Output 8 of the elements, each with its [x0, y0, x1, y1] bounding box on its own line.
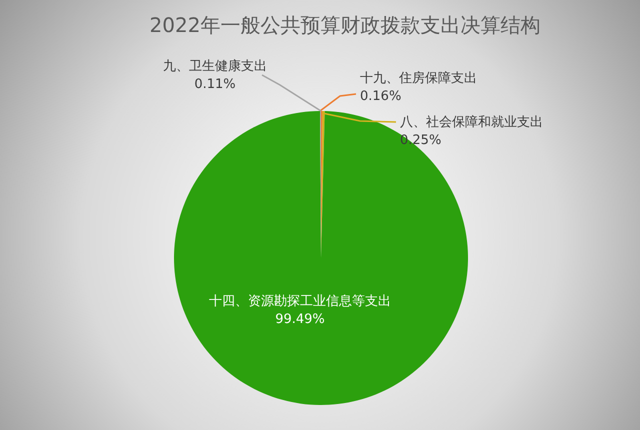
data-label: 0.16%: [360, 89, 402, 104]
slice-label: 十四、资源勘探工业信息等支出: [209, 294, 391, 309]
data-label: 99.49%: [275, 312, 325, 327]
data-label: 0.11%: [194, 77, 236, 92]
slice-label: 八、社会保障和就业支出: [400, 115, 543, 130]
slice-label: 十九、住房保障支出: [360, 70, 477, 86]
chart-title: 2022年一般公共预算财政拨款支出决算结构: [150, 13, 540, 37]
slice-label: 九、卫生健康支出: [163, 59, 267, 74]
